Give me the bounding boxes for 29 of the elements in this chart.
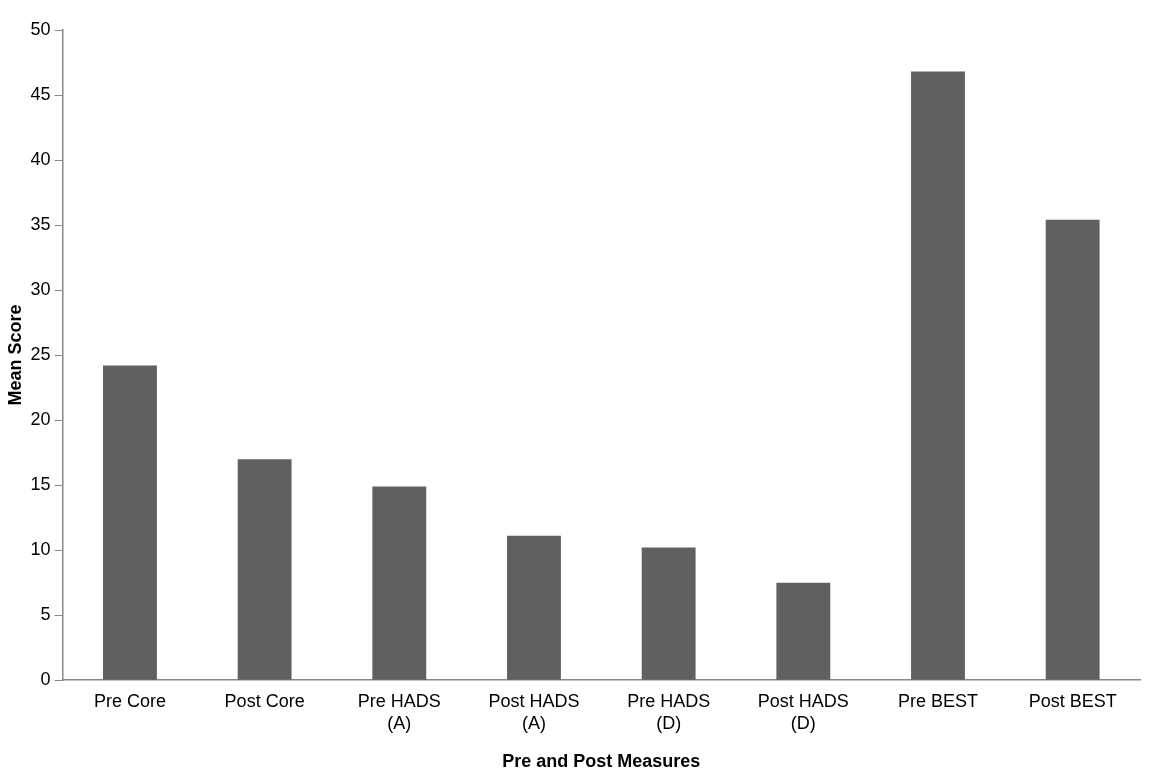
bar [103, 365, 157, 680]
y-tick-label: 0 [40, 669, 51, 690]
y-axis-title: Mean Score [4, 304, 25, 406]
x-tick-label: Post Core [224, 690, 305, 711]
bar [372, 486, 427, 680]
bar [507, 535, 561, 680]
bar [237, 459, 292, 680]
y-tick-label: 5 [40, 604, 51, 625]
y-tick-label: 45 [30, 83, 51, 104]
bar [641, 547, 696, 680]
x-tick-label: Pre Core [93, 690, 166, 711]
y-tick-label: 40 [30, 149, 51, 170]
y-tick-label: 50 [30, 18, 51, 39]
bar [776, 582, 831, 680]
x-tick-label: Post HADS (A) [488, 690, 580, 733]
bar [911, 71, 965, 680]
y-tick-label: 15 [30, 474, 51, 495]
y-tick-label: 30 [30, 279, 51, 300]
y-tick-label: 35 [30, 214, 51, 235]
x-tick-label: Post BEST [1028, 690, 1117, 711]
x-tick-label: Pre HADS (A) [357, 690, 441, 733]
y-tick-label: 10 [30, 539, 51, 560]
bar [1045, 219, 1100, 680]
y-tick-label: 20 [30, 409, 51, 430]
x-tick-label: Post HADS (D) [757, 690, 849, 733]
x-tick-label: Pre BEST [897, 690, 979, 711]
x-axis-title: Pre and Post Measures [502, 751, 701, 772]
y-tick-label: 25 [30, 344, 51, 365]
x-tick-label: Pre HADS (D) [627, 690, 711, 733]
